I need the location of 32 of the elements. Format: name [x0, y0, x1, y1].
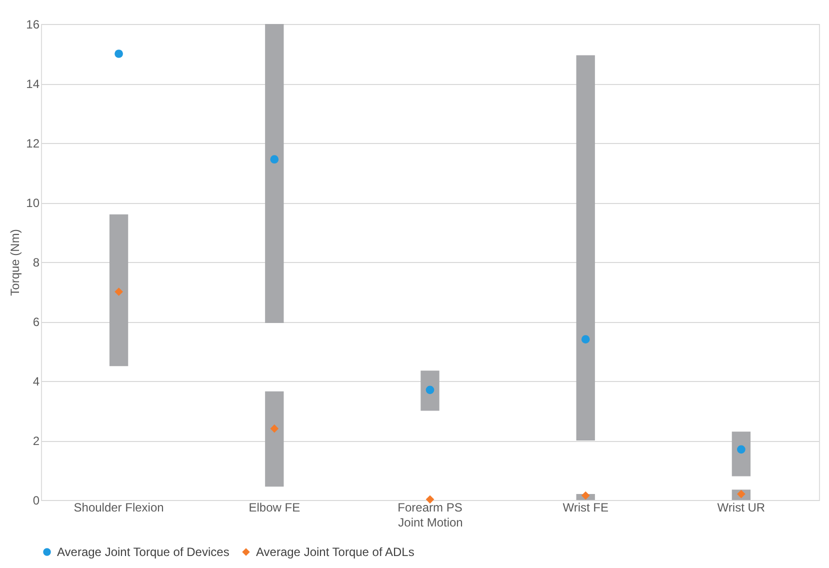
point: [114, 288, 123, 296]
bar: [732, 432, 751, 476]
point: [581, 335, 590, 344]
bar: [576, 55, 595, 440]
point: [114, 50, 123, 58]
y-tick-label: 12: [26, 136, 40, 150]
x-axis-title: Joint Motion: [398, 516, 463, 530]
y-axis-title: Torque (Nm): [8, 229, 22, 296]
x-tick-label: Forearm PS: [398, 500, 462, 514]
y-tick-label: 0: [32, 494, 40, 508]
x-tick-label: Wrist UR: [717, 500, 766, 514]
point: [270, 155, 279, 164]
bar: [420, 370, 440, 411]
point: [270, 424, 279, 433]
y-tick-label: 8: [32, 256, 40, 270]
bar: [109, 214, 128, 366]
y-tick-label: 6: [32, 315, 40, 329]
point: [581, 491, 590, 500]
y-tick-label: 14: [26, 77, 40, 91]
legend-label: Average Joint Torque of ADLs: [256, 545, 414, 559]
legend-label: Average Joint Torque of Devices: [57, 545, 230, 559]
x-tick-label: Elbow FE: [248, 500, 300, 514]
bar: [265, 391, 284, 487]
x-tick-label: Shoulder Flexion: [74, 500, 164, 514]
y-tick-label: 16: [26, 18, 40, 32]
bar: [265, 24, 284, 323]
point: [737, 445, 746, 454]
y-tick-label: 10: [26, 196, 40, 210]
y-tick-label: 4: [32, 374, 40, 388]
point: [426, 386, 434, 394]
y-tick-label: 2: [32, 434, 40, 448]
x-tick-label: Wrist FE: [562, 500, 608, 514]
